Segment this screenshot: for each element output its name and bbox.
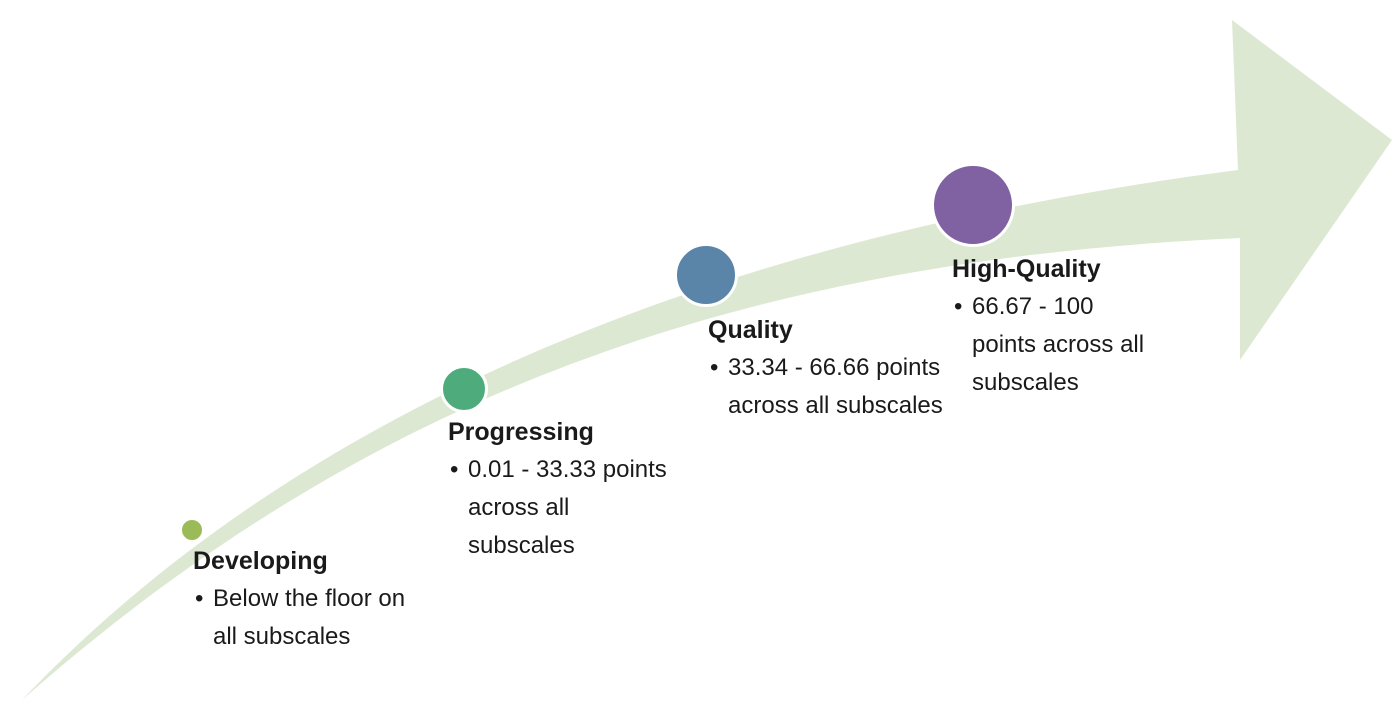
stage-quality: Quality • 33.34 - 66.66 points across al…: [708, 311, 948, 425]
progress-arrow-shape: [22, 20, 1392, 700]
stage-bullet-text: 33.34 - 66.66 points across all subscale…: [728, 354, 943, 419]
stage-title: Quality: [708, 316, 793, 344]
stage-bullet: • 66.67 - 100 points across all subscale…: [952, 288, 1152, 402]
stage-bullet: • 33.34 - 66.66 points across all subsca…: [708, 349, 948, 425]
bullet-icon: •: [450, 456, 459, 483]
quality-dot: [674, 243, 738, 307]
stage-progressing: Progressing • 0.01 - 33.33 points across…: [448, 413, 678, 565]
stage-high-quality: High-Quality • 66.67 - 100 points across…: [952, 250, 1152, 402]
stage-bullet: • 0.01 - 33.33 points across all subscal…: [448, 451, 678, 565]
high-quality-dot: [931, 163, 1015, 247]
stage-bullet-text: 0.01 - 33.33 points across all subscales: [468, 456, 667, 559]
bullet-icon: •: [195, 585, 204, 612]
bullet-icon: •: [710, 354, 719, 381]
stage-bullet: • Below the floor on all subscales: [193, 580, 423, 656]
stage-bullet-text: 66.67 - 100 points across all subscales: [972, 293, 1145, 396]
stage-title: Progressing: [448, 418, 594, 446]
stage-bullet-text: Below the floor on all subscales: [213, 585, 406, 650]
progressing-dot: [440, 365, 488, 413]
bullet-icon: •: [954, 293, 963, 320]
stage-title: Developing: [193, 547, 328, 575]
stage-developing: Developing • Below the floor on all subs…: [193, 542, 423, 656]
stage-title: High-Quality: [952, 255, 1101, 283]
developing-dot: [179, 517, 205, 543]
